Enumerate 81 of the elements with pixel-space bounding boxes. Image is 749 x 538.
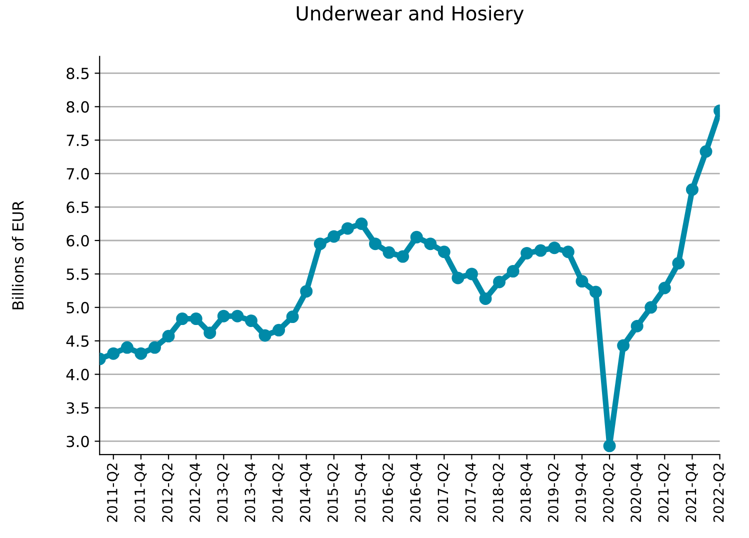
y-tick-label: 5.5 [66,268,89,280]
x-tick-label: 2019-Q2 [548,464,560,522]
point [576,275,588,288]
x-tick-label: 2014-Q4 [300,463,312,522]
x-tick-label: 2013-Q4 [244,463,257,522]
point [700,145,712,158]
x-tick-label: 2013-Q2 [217,464,230,522]
y-tick-label: 6.5 [66,202,89,214]
x-tick-label: 2017-Q2 [438,464,450,522]
point [686,183,698,196]
point [369,238,382,250]
x-tick-label: 2018-Q4 [520,463,532,522]
point [231,310,244,322]
point [644,301,658,314]
point [190,312,202,326]
point [176,312,189,326]
x-tick-label: 2011-Q4 [134,463,147,522]
x-tick-label: 2021-Q4 [686,463,698,522]
chart-title: Underwear and Hosiery [296,6,524,24]
point [630,320,644,332]
point [272,324,286,336]
point [548,242,561,254]
point [534,244,547,257]
y-tick-label: 5.0 [66,302,89,314]
point [382,246,396,259]
x-tick-label: 2021-Q2 [658,464,670,522]
point [258,329,272,342]
x-tick-label: 2018-Q2 [492,464,505,522]
point [134,347,148,360]
point [520,246,534,260]
y-tick-label: 8.5 [66,68,89,80]
y-tick-label: 8.0 [66,101,89,113]
point [452,272,464,284]
x-tick-label: 2016-Q4 [410,463,422,522]
y-tick-label: 7.0 [66,168,89,180]
x-tick-label: 2012-Q2 [162,464,174,522]
x-tick-label: 2022-Q2 [713,464,726,522]
x-tick-label: 2020-Q4 [630,463,643,522]
point [148,341,161,354]
y-tick-label: 3.0 [66,436,89,448]
x-tick-label: 2020-Q2 [603,464,616,522]
point [314,238,326,250]
point [479,292,492,305]
point [672,256,685,270]
point [465,268,478,280]
point [244,314,258,328]
x-tick-label: 2014-Q2 [272,464,284,522]
x-tick-label: 2011-Q2 [106,464,120,522]
x-tick-label: 2017-Q4 [465,463,478,522]
point [286,310,299,324]
point [424,238,437,250]
point [217,310,230,322]
point [355,218,368,230]
point [493,276,506,288]
point [658,282,671,294]
x-tick-label: 2012-Q4 [190,463,202,522]
point [603,440,616,452]
y-tick-label: 4.0 [66,368,89,380]
point [204,326,216,340]
x-tick-label: 2015-Q2 [327,464,340,522]
point [562,246,574,258]
point [328,230,340,243]
y-axis-title: Billions of EUR [12,200,24,310]
point [410,230,423,244]
point [438,246,450,258]
point [590,286,602,298]
point [162,330,175,342]
x-tick-label: 2015-Q4 [354,463,368,522]
point [107,347,120,360]
point [617,339,630,352]
x-tick-label: 2019-Q4 [575,463,588,522]
point [341,222,354,235]
y-tick-label: 4.5 [66,336,89,347]
point [506,265,520,278]
point [300,285,313,298]
point [120,341,134,354]
point [396,250,410,263]
y-tick-label: 7.5 [66,134,89,146]
y-tick-label: 6.0 [66,234,89,247]
x-tick-label: 2016-Q2 [382,464,395,522]
y-tick-label: 3.5 [66,402,89,414]
